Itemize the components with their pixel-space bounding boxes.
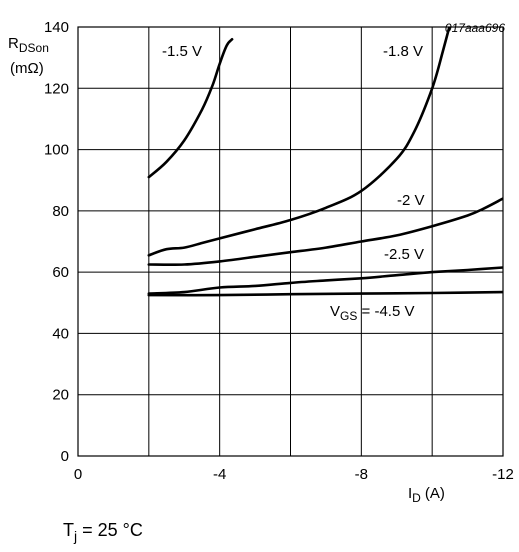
series-label-1-8v: -1.8 V: [383, 43, 423, 60]
y-axis-unit: (mΩ): [10, 60, 44, 77]
y-tick-label: 100: [44, 142, 69, 159]
series-line-4-5v: [147, 290, 503, 297]
y-tick-label: 0: [61, 448, 69, 465]
plot-frame: [77, 26, 504, 457]
x-tick-labels: 0 -4 -8 -12: [74, 466, 514, 483]
temperature-condition: Tj = 25 °C: [63, 520, 143, 544]
y-tick-label: 140: [44, 19, 69, 36]
y-tick-label: 20: [52, 387, 69, 404]
grid-lines: [78, 27, 503, 456]
series-label-4-5v: VGS = -4.5 V: [330, 303, 414, 323]
y-axis-title: RDSon: [8, 35, 49, 55]
series-line-1-8v: [147, 27, 451, 257]
series-line-1-5v: [147, 38, 234, 179]
x-tick-label: 0: [74, 466, 82, 483]
series-label-2-5v: -2.5 V: [384, 246, 424, 263]
y-tick-labels: 0 20 40 60 80 100 120 140: [44, 19, 69, 465]
x-axis-title: ID (A): [408, 485, 445, 505]
y-tick-label: 120: [44, 80, 69, 97]
series-group: [147, 27, 503, 297]
series-label-2v: -2 V: [397, 192, 425, 209]
figure-code: 017aaa696: [445, 21, 505, 35]
x-tick-label: -12: [492, 466, 514, 483]
x-tick-label: -8: [355, 466, 368, 483]
y-tick-label: 80: [52, 203, 69, 220]
series-label-1-5v: -1.5 V: [162, 43, 202, 60]
x-tick-label: -4: [213, 466, 226, 483]
series-line-2v: [147, 197, 503, 267]
y-tick-label: 40: [52, 325, 69, 342]
y-tick-label: 60: [52, 264, 69, 281]
series-line-2-5v: [147, 266, 503, 295]
